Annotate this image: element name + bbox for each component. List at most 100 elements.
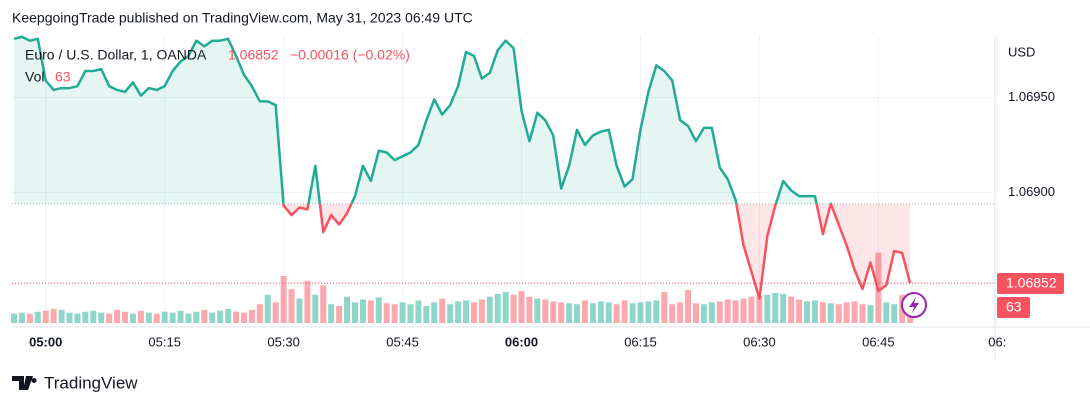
volume-bar	[193, 311, 200, 323]
x-tick-label: 06:00	[505, 334, 538, 349]
volume-bar	[819, 302, 826, 323]
volume-bar	[621, 300, 628, 323]
volume-bar	[526, 296, 533, 323]
x-tick-label: 06:45	[862, 334, 895, 349]
volume-bar	[66, 312, 73, 323]
volume-bar	[34, 311, 41, 323]
volume-bar	[344, 296, 351, 323]
volume-bar	[240, 312, 247, 323]
volume-bar	[201, 309, 208, 323]
volume-bar	[827, 303, 834, 323]
series-part	[14, 203, 912, 300]
volume-bar	[82, 311, 89, 323]
volume-bar	[811, 300, 818, 323]
volume-bar	[145, 312, 152, 323]
volume-bar	[597, 301, 604, 323]
volume-bar	[566, 303, 573, 323]
price-tag-text: 1.06852	[1006, 275, 1057, 291]
x-tick-label: 05:30	[267, 334, 300, 349]
volume-bar	[161, 311, 168, 323]
volume-bar	[304, 280, 311, 323]
volume-bar	[74, 313, 81, 323]
volume-bar	[883, 302, 890, 323]
volume-bar	[26, 313, 33, 323]
volume-bar	[558, 302, 565, 323]
volume-bar	[780, 293, 787, 323]
volume-bar	[629, 303, 636, 323]
volume-bar	[700, 304, 707, 323]
volume-bar	[185, 313, 192, 323]
volume-bar	[764, 294, 771, 323]
volume-bar	[359, 299, 366, 323]
volume-bar	[843, 302, 850, 323]
volume-bar	[867, 305, 874, 323]
price-tag: 1.06852 63	[997, 273, 1064, 318]
volume-bar	[748, 296, 755, 323]
volume-bar	[835, 304, 842, 323]
volume-bar	[891, 304, 898, 323]
line	[13, 35, 833, 204]
volume-bar	[367, 300, 374, 323]
volume-bar	[288, 289, 295, 323]
icon-bolt[interactable]	[909, 297, 919, 313]
replay-icon[interactable]	[901, 292, 927, 318]
volume-bar	[470, 302, 477, 323]
x-tick-label: 06:15	[624, 334, 657, 349]
volume-bar	[431, 302, 438, 323]
volume-bar	[772, 292, 779, 323]
legend: Euro / U.S. Dollar, 1, OANDA 1.06852 −0.…	[25, 47, 410, 85]
volume-bar	[645, 301, 652, 323]
price-tag-box	[997, 273, 1064, 294]
volume-bar	[280, 276, 287, 323]
volume-bar	[423, 306, 430, 323]
volume-bar	[708, 302, 715, 323]
volume-bar	[756, 295, 763, 323]
plot: 1.06950 1.06900 05:00 05:15 05:30 05:45 06:00 0…	[11, 35, 1055, 349]
volume-bar	[455, 301, 462, 323]
price-change: −0.00016 (−0.02%)	[290, 47, 410, 63]
symbol-name: Euro / U.S. Dollar, 1, OANDA	[25, 47, 207, 63]
volume-bar	[716, 301, 723, 323]
volume-bar	[463, 300, 470, 323]
volume-tag-text: 63	[1006, 299, 1022, 315]
volume-bar	[502, 291, 509, 323]
brand-name: TradingView	[44, 373, 138, 392]
volume-bar	[264, 294, 271, 323]
volume-last: 63	[55, 69, 71, 85]
volume-bar	[486, 296, 493, 323]
volume-bar	[796, 299, 803, 323]
volume-bar	[859, 304, 866, 323]
volume-bar	[613, 304, 620, 323]
volume-bar	[18, 312, 25, 323]
volume-bar	[90, 310, 97, 323]
volume-bar	[328, 304, 335, 323]
volume-bar	[383, 303, 390, 323]
volume-name: Vol	[25, 69, 44, 85]
series-part	[13, 35, 833, 204]
currency-label: USD	[1008, 44, 1035, 59]
volume-bar	[256, 304, 263, 323]
volume-bar	[209, 312, 216, 323]
x-tick-label: 05:45	[386, 334, 419, 349]
volume-bar	[272, 302, 279, 323]
volume-bar	[510, 294, 517, 323]
volume-bar	[312, 294, 319, 323]
last-price: 1.06852	[228, 47, 279, 63]
volume-bar	[653, 300, 660, 323]
volume-bar	[114, 309, 121, 323]
area	[14, 203, 911, 299]
volume-bar	[740, 298, 747, 323]
volume-bar	[129, 313, 136, 323]
volume-bar	[50, 308, 57, 323]
x-tick-label: 05:00	[29, 334, 62, 349]
volume-bar	[320, 285, 327, 323]
volume-bar	[98, 312, 105, 323]
line	[282, 203, 912, 300]
volume-bar	[58, 309, 65, 323]
volume-bar	[177, 310, 184, 323]
volume-bar	[692, 303, 699, 323]
volume-bar	[233, 311, 240, 323]
volume-bar	[336, 306, 343, 323]
volume-bar	[589, 303, 596, 323]
